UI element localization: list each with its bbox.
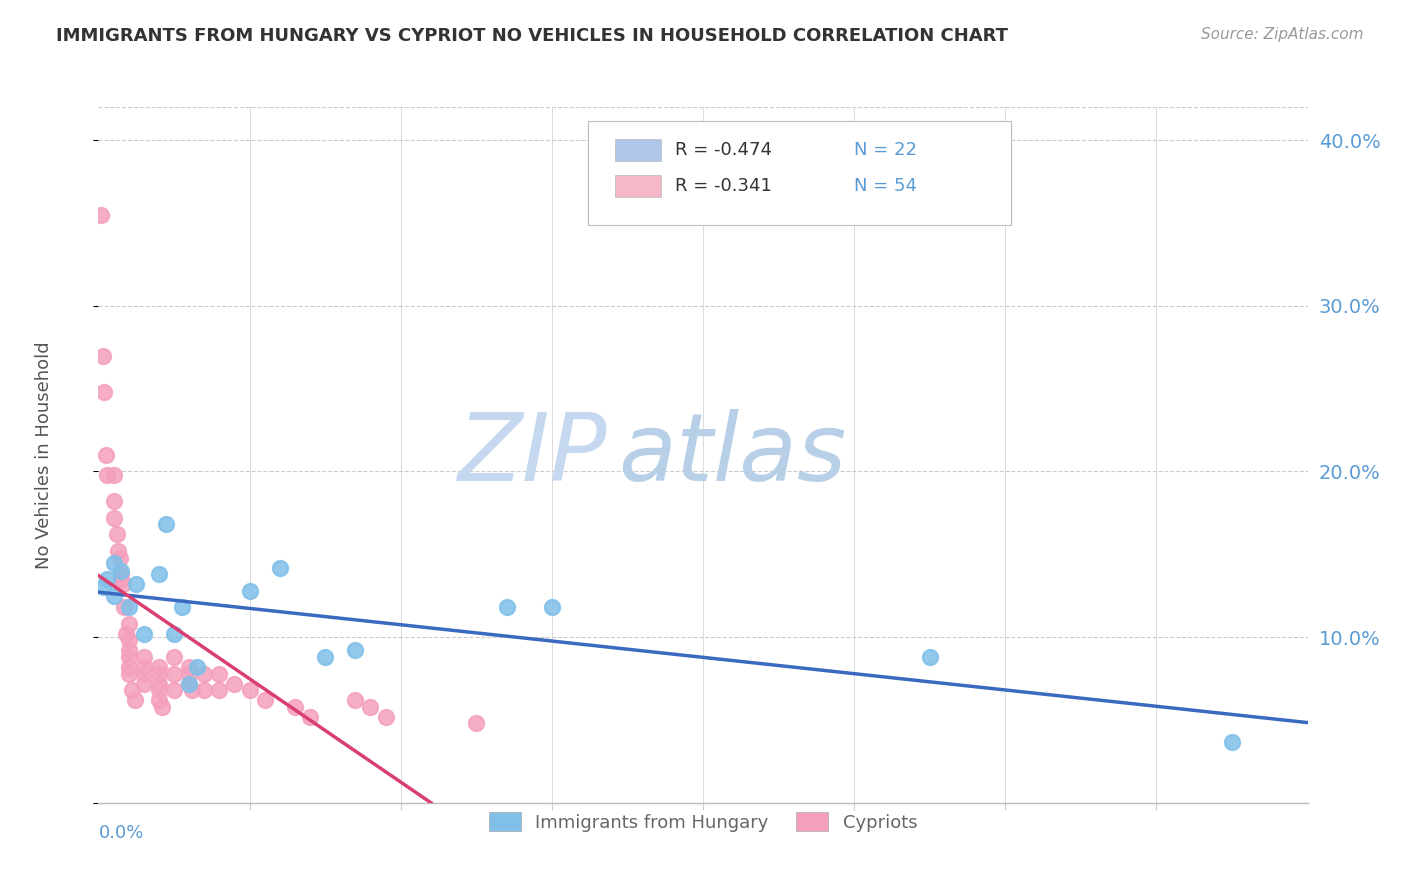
Point [110,564,132,578]
Point [132,627,155,641]
Text: 0.0%: 0.0% [98,823,143,842]
Point [314,650,336,665]
Point [103,556,125,570]
Point [163,650,186,665]
Point [96,467,118,482]
Point [179,660,201,674]
Text: atlas: atlas [619,409,846,500]
Point [374,709,396,723]
Bar [614,139,661,161]
Point [344,643,367,657]
Point [193,683,215,698]
Point [163,627,186,641]
Bar [614,175,661,197]
Point [239,683,262,698]
Point [103,511,125,525]
Point [299,709,322,723]
Point [1220,734,1243,748]
Point [118,643,141,657]
Point [186,660,208,674]
Point [124,693,146,707]
Point [121,683,143,698]
Point [110,567,132,582]
Point [132,676,155,690]
Point [103,494,125,508]
Point [110,572,132,586]
Point [540,600,562,615]
Point [118,633,141,648]
Point [96,572,118,586]
FancyBboxPatch shape [588,121,1011,226]
Text: R = -0.474: R = -0.474 [675,141,772,159]
Point [465,716,488,731]
Text: N = 22: N = 22 [855,141,917,159]
Point [208,683,231,698]
Text: N = 54: N = 54 [855,178,917,195]
Point [91,581,114,595]
Point [360,699,382,714]
Point [163,666,186,681]
Point [118,666,141,681]
Legend: Immigrants from Hungary, Cypriots: Immigrants from Hungary, Cypriots [481,805,925,839]
Point [148,666,170,681]
Point [132,660,155,674]
Point [224,676,246,690]
Point [107,544,129,558]
Point [253,693,276,707]
Point [148,683,170,698]
Point [118,650,141,665]
Point [148,693,170,707]
Point [118,660,141,674]
Point [105,527,128,541]
Point [132,666,155,681]
Point [208,666,231,681]
Point [269,560,291,574]
Text: Source: ZipAtlas.com: Source: ZipAtlas.com [1201,27,1364,42]
Text: IMMIGRANTS FROM HUNGARY VS CYPRIOT NO VEHICLES IN HOUSEHOLD CORRELATION CHART: IMMIGRANTS FROM HUNGARY VS CYPRIOT NO VE… [56,27,1008,45]
Point [155,517,177,532]
Point [148,676,170,690]
Point [93,384,115,399]
Point [114,627,136,641]
Point [344,693,367,707]
Point [148,660,170,674]
Point [495,600,517,615]
Point [179,666,201,681]
Text: ZIP: ZIP [457,409,606,500]
Text: R = -0.341: R = -0.341 [675,178,772,195]
Point [918,650,941,665]
Point [163,683,186,698]
Point [239,583,262,598]
Point [90,208,112,222]
Point [181,683,204,698]
Point [150,699,173,714]
Point [94,448,117,462]
Point [91,349,114,363]
Point [179,676,201,690]
Point [112,600,135,615]
Point [284,699,307,714]
Point [132,650,155,665]
Point [193,666,215,681]
Point [179,676,201,690]
Point [108,550,131,565]
Text: No Vehicles in Household: No Vehicles in Household [35,341,53,569]
Point [103,589,125,603]
Point [118,616,141,631]
Point [170,600,193,615]
Point [148,567,170,582]
Point [111,577,134,591]
Point [118,600,141,615]
Point [103,467,125,482]
Point [125,577,148,591]
